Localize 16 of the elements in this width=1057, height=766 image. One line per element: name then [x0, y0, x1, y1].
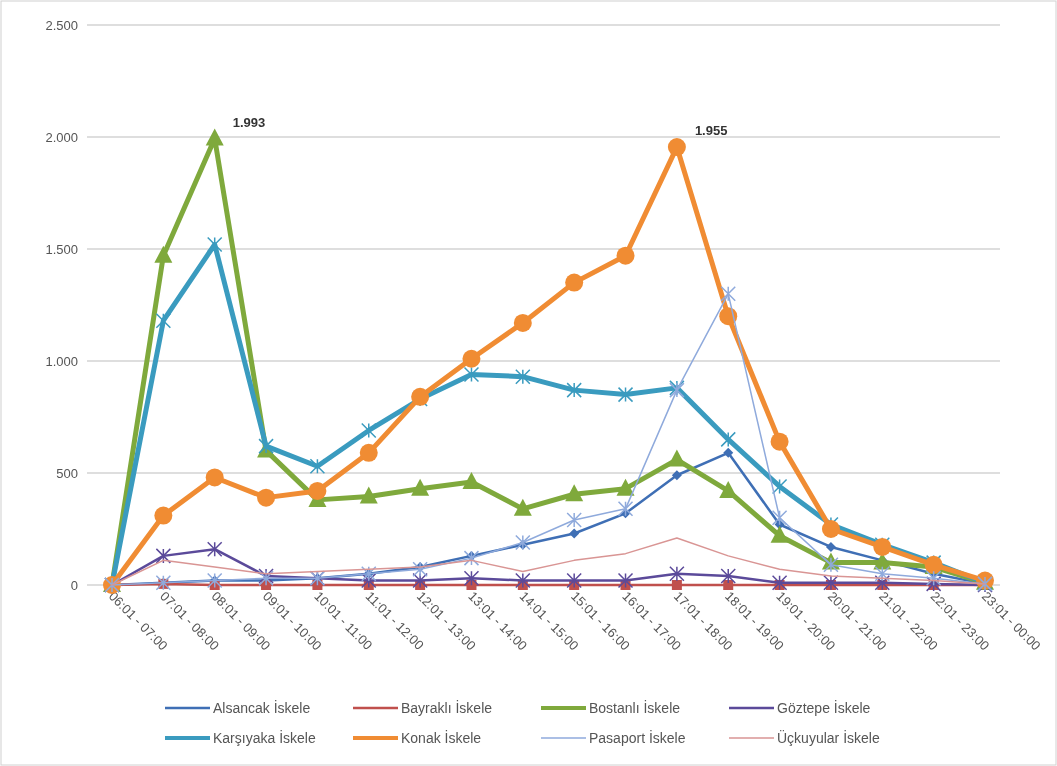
annotation: 1.993	[232, 114, 266, 130]
legend-label: Göztepe İskele	[777, 698, 871, 716]
y-tick-label: 500	[56, 465, 78, 481]
legend-label: Pasaport İskele	[589, 728, 686, 746]
legend-label: Karşıyaka İskele	[213, 728, 316, 746]
y-tick-label: 0	[70, 577, 78, 593]
legend-label: Bayraklı İskele	[401, 698, 493, 716]
y-tick-label: 2.000	[45, 129, 78, 145]
legend-label: Alsancak İskele	[213, 698, 311, 716]
legend-label: Bostanlı İskele	[589, 698, 681, 716]
legend-label: Üçkuyular İskele	[777, 728, 880, 746]
y-tick-label: 2.500	[45, 17, 78, 33]
y-tick-label: 1.500	[45, 241, 78, 257]
annotation: 1.955	[694, 123, 728, 139]
y-tick-label: 1.000	[45, 353, 78, 369]
legend-label: Konak İskele	[401, 728, 482, 746]
